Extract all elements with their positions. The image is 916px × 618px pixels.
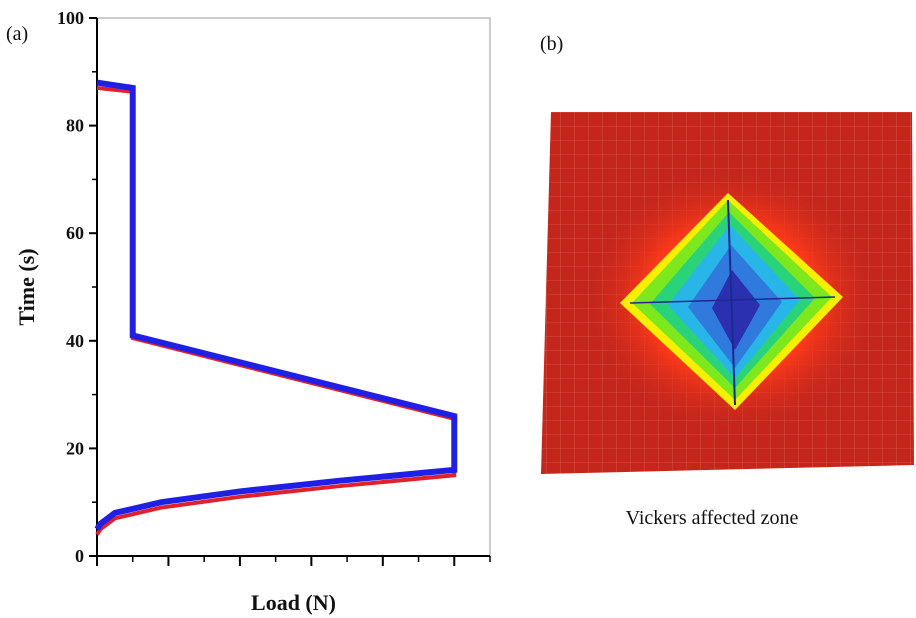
panel-label: (a) [6, 23, 28, 45]
y-tick-label: 40 [66, 331, 84, 351]
y-tick-label: 60 [66, 223, 84, 243]
figure: (a) 0 20 40 60 80 100 Load (N) Time (s) (b) Vic… [0, 0, 916, 618]
series-line [97, 88, 454, 535]
series-line [97, 83, 454, 530]
x-axis-label: Load (N) [251, 590, 336, 615]
surface-image [541, 112, 914, 474]
y-tick-label: 20 [66, 438, 84, 458]
y-tick-label: 0 [75, 546, 84, 566]
y-tick-label: 80 [66, 116, 84, 136]
plot-area: 0 20 40 60 80 100 Load (N) Time (s) [14, 8, 490, 615]
caption: Vickers affected zone [626, 507, 799, 529]
panel-label: (b) [540, 33, 563, 55]
axes-frame [97, 18, 490, 556]
y-axis-label: Time (s) [14, 248, 39, 325]
y-tick-label: 100 [57, 8, 84, 28]
